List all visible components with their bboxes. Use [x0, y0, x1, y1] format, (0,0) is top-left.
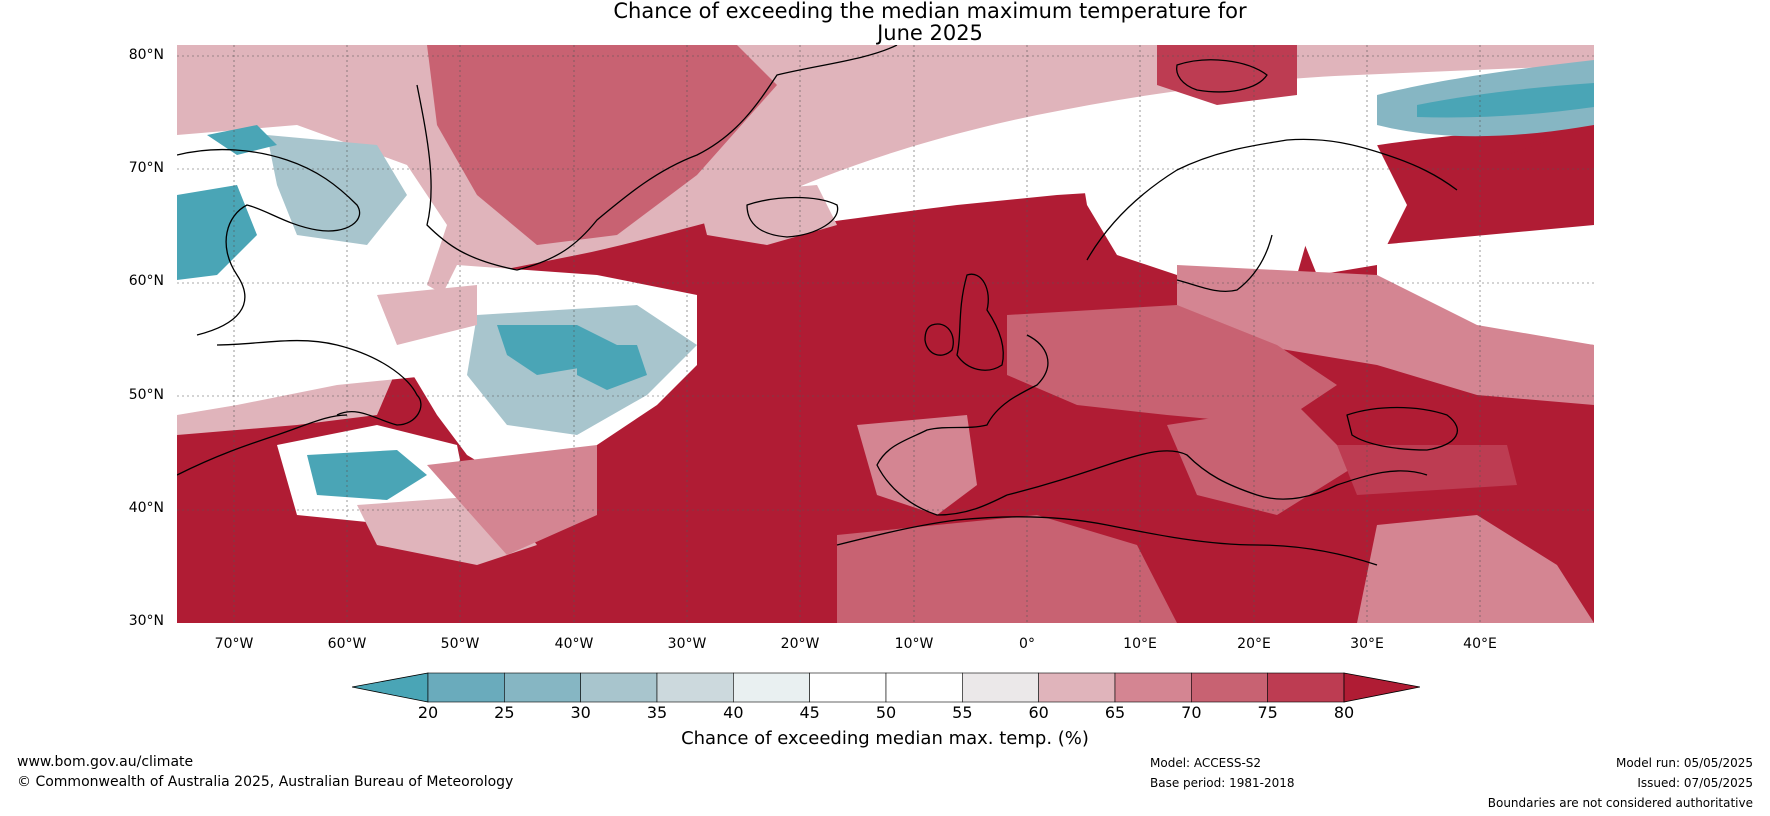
lat-label-80n: 80°N [128, 47, 164, 63]
colorbar-cell [427, 672, 505, 703]
coast-mediterranean [1006, 450, 1428, 500]
lon-label-10w: 10°W [894, 636, 934, 652]
lon-label-30e: 30°E [1350, 636, 1384, 652]
colorbar-cell [656, 672, 734, 703]
colorbar-cell [580, 672, 658, 703]
lon-label-10e: 10°E [1123, 636, 1157, 652]
colorbar-cell [1038, 672, 1116, 703]
region-north-africa-pink [837, 515, 1177, 623]
map-title-line-2: June 2025 [877, 21, 983, 45]
region-canada-teal [177, 185, 257, 280]
region-baffin-teal [207, 125, 277, 155]
region-finland-white [1297, 135, 1407, 275]
lon-label-40e: 40°E [1463, 636, 1497, 652]
colorbar-tick-label: 40 [723, 703, 744, 722]
footer-model-run: Model run: 05/05/2025 [1615, 756, 1753, 770]
region-iberia-pink [857, 415, 977, 515]
colorbar-tick-label: 65 [1104, 703, 1126, 722]
colorbar-cell [885, 672, 963, 703]
lon-label-20e: 20°E [1237, 636, 1271, 652]
colorbar-cell [733, 672, 810, 703]
coast-black-sea [1346, 406, 1459, 451]
map-title-line-1: Chance of exceeding the median maximum t… [613, 0, 1247, 23]
region-middle-east-pink [1357, 515, 1594, 623]
footer-disclaimer: Boundaries are not considered authoritat… [1487, 796, 1753, 810]
region-atlantic-teal-2 [577, 345, 647, 390]
footer-model: Model: ACCESS-S2 [1150, 756, 1262, 770]
coast-us-east [177, 414, 348, 476]
region-atlantic-pink [377, 285, 477, 345]
colorbar-cell [1267, 672, 1345, 703]
coast-baffin [177, 148, 361, 336]
footer-website: www.bom.gov.au/climate [17, 754, 194, 770]
colorbar-tick-label: 75 [1257, 703, 1278, 722]
colorbar-cell [809, 672, 887, 703]
colorbar-cell [504, 672, 581, 703]
region-balkans-pink [1167, 405, 1357, 515]
colorbar-extension-low [352, 672, 429, 703]
region-turkey-red [1337, 445, 1517, 495]
coast-svalbard [1176, 59, 1268, 93]
footer-issued: Issued: 07/05/2025 [1637, 776, 1753, 790]
lat-label-30n: 30°N [128, 613, 164, 629]
footer-base-period: Base period: 1981-2018 [1150, 776, 1295, 790]
lon-label-70w: 70°W [214, 636, 254, 652]
colorbar-tick-label: 35 [646, 703, 668, 722]
region-iceland-pink [697, 185, 837, 245]
colorbar [352, 672, 1420, 703]
colorbar-tick-label: 25 [494, 703, 515, 722]
colorbar-tick-label: 55 [952, 703, 973, 722]
region-scandinavia-white [1077, 123, 1317, 286]
colorbar-tick-label: 70 [1181, 703, 1202, 722]
region-canada-light [267, 135, 407, 245]
forecast-map [177, 45, 1594, 623]
lon-label-20w: 20°W [780, 636, 820, 652]
colorbar-title: Chance of exceeding median max. temp. (%… [681, 728, 1089, 749]
map-panel [177, 45, 1594, 623]
colorbar-tick-label: 60 [1028, 703, 1049, 722]
coast-ireland [924, 323, 954, 356]
coast-iceland [746, 196, 839, 238]
colorbar-tick-label: 30 [570, 703, 591, 722]
lon-label-30w: 30°W [667, 636, 707, 652]
colorbar-extension-high [1343, 672, 1420, 703]
colorbar-tick-label: 20 [417, 703, 439, 722]
coast-north-africa [836, 516, 1378, 566]
region-svalbard-red [1157, 45, 1297, 105]
region-us-coast-teal [307, 450, 427, 500]
coast-europe-west [876, 334, 1049, 516]
footer-copyright: © Commonwealth of Australia 2025, Austra… [17, 774, 514, 790]
colorbar-cell [962, 672, 1039, 703]
colorbar-cell [1114, 672, 1192, 703]
lon-label-60w: 60°W [327, 636, 367, 652]
lat-label-70n: 70°N [128, 160, 164, 176]
colorbar-tick-label: 80 [1333, 703, 1355, 722]
coast-sweden [1176, 234, 1273, 292]
colorbar-tick-label: 45 [799, 703, 820, 722]
region-greenland-pink [427, 45, 777, 245]
coast-labrador [216, 339, 422, 426]
region-eastern-europe-pink [1177, 265, 1594, 405]
lat-label-60n: 60°N [128, 273, 164, 289]
coastlines [177, 45, 1459, 566]
colorbar-tick-label: 50 [875, 703, 897, 722]
colorbar-cell [1191, 672, 1268, 703]
lon-label-0: 0° [1019, 636, 1035, 652]
coast-greenland [416, 45, 898, 271]
region-atlantic-pink-2 [427, 445, 597, 555]
lat-label-40n: 40°N [128, 500, 164, 516]
coast-norway [1086, 138, 1458, 261]
region-barents-teal-core [1417, 83, 1594, 118]
coast-britain [956, 273, 1004, 371]
lon-label-40w: 40°W [554, 636, 594, 652]
region-europe-red [1007, 305, 1337, 425]
lon-label-50w: 50°W [440, 636, 480, 652]
lat-label-50n: 50°N [128, 387, 164, 403]
